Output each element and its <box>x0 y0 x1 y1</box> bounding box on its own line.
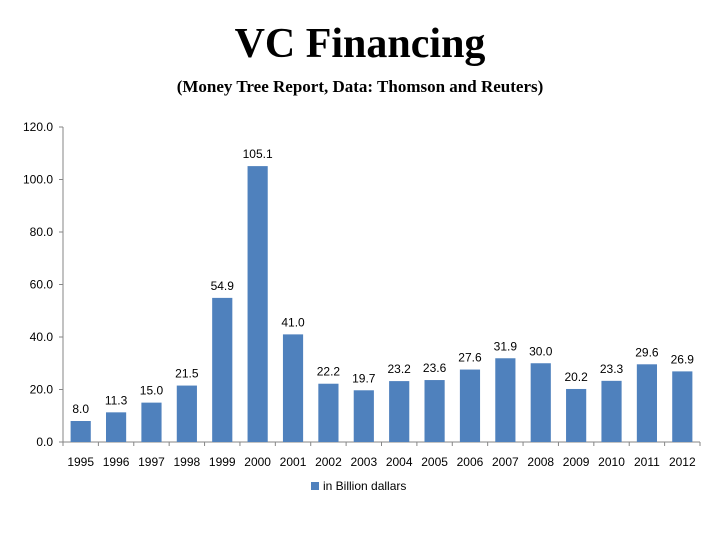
data-label-2006: 27.6 <box>458 351 482 365</box>
x-tick-label: 2010 <box>598 455 625 469</box>
y-tick-label: 120.0 <box>23 120 53 134</box>
x-tick-label: 2006 <box>457 455 484 469</box>
y-tick-label: 80.0 <box>30 225 54 239</box>
bar-2004 <box>389 381 410 442</box>
x-tick-label: 2011 <box>634 455 660 469</box>
x-tick-label: 2003 <box>350 455 377 469</box>
data-label-1995: 8.0 <box>72 402 89 416</box>
data-label-2010: 23.3 <box>600 362 624 376</box>
data-label-1996: 11.3 <box>105 393 128 407</box>
bar-1995 <box>70 421 91 442</box>
x-tick-label: 2012 <box>669 455 696 469</box>
y-tick-label: 40.0 <box>30 330 54 344</box>
data-label-1999: 54.9 <box>211 279 235 293</box>
data-label-2005: 23.6 <box>423 361 447 375</box>
x-tick-label: 1997 <box>138 455 165 469</box>
y-tick-label: 100.0 <box>23 173 53 187</box>
bar-2003 <box>353 390 374 442</box>
data-label-2002: 22.2 <box>317 365 341 379</box>
data-label-2003: 19.7 <box>352 371 376 385</box>
bar-2002 <box>318 383 339 442</box>
bar-2000 <box>247 166 268 443</box>
data-label-1997: 15.0 <box>140 384 164 398</box>
data-label-2009: 20.2 <box>564 370 588 384</box>
x-tick-label: 1995 <box>67 455 94 469</box>
bar-1996 <box>105 412 127 442</box>
data-label-2004: 23.2 <box>388 362 412 376</box>
bar-1999 <box>212 297 233 442</box>
y-tick-label: 0.0 <box>36 435 53 449</box>
bar-2008 <box>530 363 551 442</box>
x-tick-label: 2004 <box>386 455 413 469</box>
bar-2005 <box>424 380 445 442</box>
legend-swatch <box>311 482 319 490</box>
x-tick-label: 2001 <box>280 455 307 469</box>
bar-2010 <box>601 380 622 442</box>
bar-2009 <box>566 388 587 442</box>
data-labels: 8.0 11.3 15.0 21.5 54.9 105.1 41.0 22.2 19.7 23.2… <box>72 147 694 416</box>
bar-1997 <box>141 402 162 442</box>
data-label-2012: 26.9 <box>671 352 695 366</box>
chart-title: VC Financing <box>234 21 486 67</box>
bar-2011 <box>636 364 658 442</box>
bar-series <box>70 166 693 443</box>
x-tick-label: 2000 <box>244 455 271 469</box>
x-tick-label: 2008 <box>527 455 554 469</box>
x-tick-label: 2009 <box>563 455 590 469</box>
y-tick-label: 20.0 <box>30 383 54 397</box>
data-label-1998: 21.5 <box>175 367 199 381</box>
x-tick-label: 2007 <box>492 455 519 469</box>
chart-subtitle: (Money Tree Report, Data: Thomson and Re… <box>176 77 544 96</box>
bar-2012 <box>672 371 693 442</box>
legend-label: in Billion dallars <box>323 479 406 493</box>
data-label-2001: 41.0 <box>281 315 305 329</box>
x-tick-label: 2002 <box>315 455 342 469</box>
x-tick-label: 1999 <box>209 455 236 469</box>
bar-1998 <box>176 385 197 442</box>
data-label-2000: 105.1 <box>243 147 273 161</box>
legend: in Billion dallars <box>311 479 406 493</box>
x-tick-label: 1998 <box>174 455 201 469</box>
bar-2006 <box>459 369 481 442</box>
data-label-2007: 31.9 <box>494 339 518 353</box>
data-label-2008: 30.0 <box>529 344 553 358</box>
bar-2001 <box>282 334 304 442</box>
bar-2007 <box>495 358 516 442</box>
data-label-2011: 29.6 <box>635 345 659 359</box>
y-tick-label: 60.0 <box>30 278 54 292</box>
chart-axes: 0.0 20.0 40.0 60.0 80.0 100.0 120.0 1995 1996 199… <box>23 120 701 469</box>
x-tick-label: 2005 <box>421 455 448 469</box>
x-tick-label: 1996 <box>103 455 130 469</box>
